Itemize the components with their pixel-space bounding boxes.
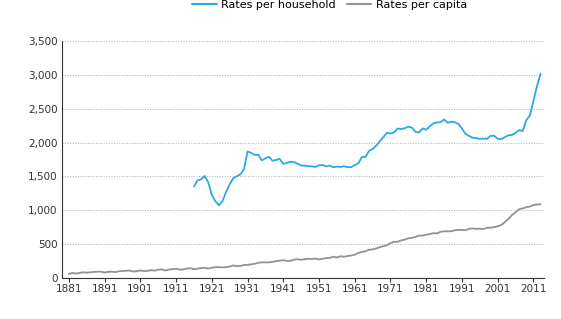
Rates per capita bbox=[66, 272, 72, 276]
Rates per household bbox=[212, 199, 219, 203]
Rates per household bbox=[358, 155, 365, 159]
Rates per capita bbox=[519, 206, 526, 210]
Rates per capita bbox=[98, 270, 104, 274]
Rates per household bbox=[215, 204, 222, 207]
Rates per capita bbox=[537, 203, 544, 206]
Rates per capita bbox=[362, 249, 369, 253]
Rates per household bbox=[387, 132, 394, 136]
Line: Rates per household: Rates per household bbox=[194, 73, 541, 205]
Line: Rates per capita: Rates per capita bbox=[69, 204, 541, 274]
Rates per household bbox=[458, 127, 465, 130]
Legend: Rates per household, Rates per capita: Rates per household, Rates per capita bbox=[188, 0, 472, 14]
Rates per household bbox=[412, 130, 419, 134]
Rates per capita bbox=[376, 245, 383, 249]
Rates per capita bbox=[390, 240, 397, 244]
Rates per household bbox=[191, 184, 197, 188]
Rates per capita bbox=[509, 213, 516, 217]
Rates per household bbox=[537, 71, 544, 75]
Rates per household bbox=[223, 190, 229, 194]
